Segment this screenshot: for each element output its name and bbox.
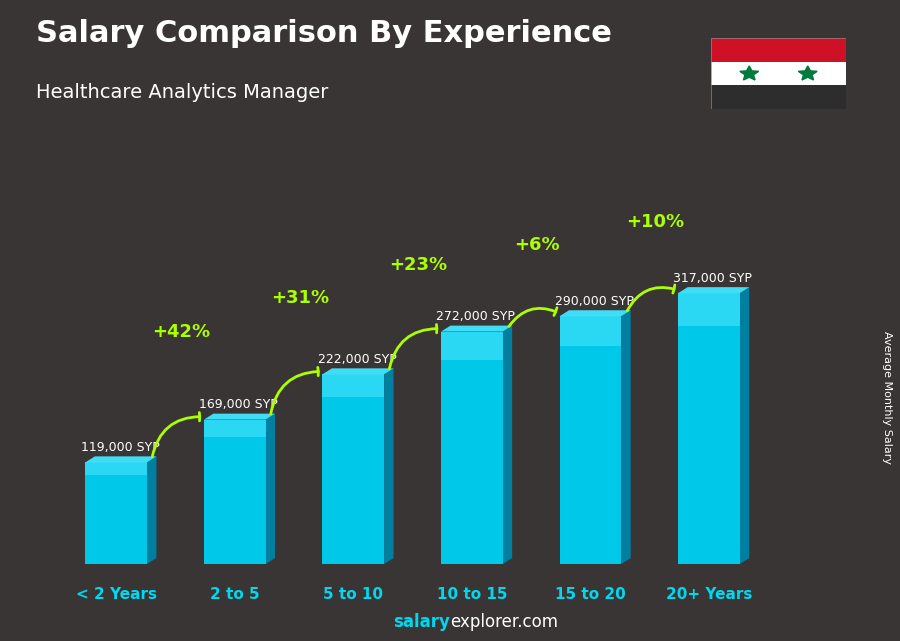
Text: 15 to 20: 15 to 20 [555, 587, 625, 603]
Polygon shape [740, 66, 759, 80]
Polygon shape [560, 310, 631, 316]
Text: explorer.com: explorer.com [450, 613, 558, 631]
Text: Healthcare Analytics Manager: Healthcare Analytics Manager [36, 83, 328, 103]
Text: salary: salary [393, 613, 450, 631]
FancyBboxPatch shape [86, 462, 147, 564]
FancyBboxPatch shape [441, 331, 503, 360]
Polygon shape [384, 369, 393, 564]
Bar [711, 38, 846, 62]
Polygon shape [621, 310, 631, 564]
FancyBboxPatch shape [560, 316, 621, 346]
Polygon shape [266, 413, 275, 564]
Polygon shape [86, 456, 157, 462]
Text: 222,000 SYP: 222,000 SYP [318, 353, 396, 366]
Text: +42%: +42% [152, 323, 211, 341]
FancyBboxPatch shape [560, 316, 621, 564]
Text: +31%: +31% [271, 290, 329, 308]
Text: +23%: +23% [390, 256, 447, 274]
Text: Average Monthly Salary: Average Monthly Salary [881, 331, 892, 464]
Polygon shape [678, 287, 750, 293]
Text: < 2 Years: < 2 Years [76, 587, 157, 603]
FancyBboxPatch shape [678, 293, 740, 564]
Polygon shape [503, 326, 512, 564]
Text: Salary Comparison By Experience: Salary Comparison By Experience [36, 19, 612, 48]
Text: 2 to 5: 2 to 5 [210, 587, 259, 603]
Text: 20+ Years: 20+ Years [666, 587, 752, 603]
FancyBboxPatch shape [678, 293, 740, 326]
Polygon shape [441, 326, 512, 331]
Text: +6%: +6% [514, 236, 560, 254]
FancyBboxPatch shape [204, 420, 266, 564]
Polygon shape [204, 413, 275, 420]
Polygon shape [147, 456, 157, 564]
Text: 169,000 SYP: 169,000 SYP [199, 398, 278, 412]
Polygon shape [322, 369, 393, 374]
Bar [711, 85, 846, 109]
FancyBboxPatch shape [322, 374, 384, 397]
Text: +10%: +10% [626, 213, 685, 231]
Text: 119,000 SYP: 119,000 SYP [81, 441, 159, 454]
Text: 272,000 SYP: 272,000 SYP [436, 310, 515, 323]
FancyBboxPatch shape [86, 462, 147, 474]
Polygon shape [740, 287, 750, 564]
FancyBboxPatch shape [204, 420, 266, 437]
Polygon shape [798, 66, 817, 80]
FancyBboxPatch shape [322, 374, 384, 564]
Text: 317,000 SYP: 317,000 SYP [673, 272, 752, 285]
Text: 290,000 SYP: 290,000 SYP [554, 295, 634, 308]
Text: 5 to 10: 5 to 10 [323, 587, 383, 603]
Text: 10 to 15: 10 to 15 [436, 587, 507, 603]
Bar [711, 62, 846, 85]
FancyBboxPatch shape [441, 331, 503, 564]
